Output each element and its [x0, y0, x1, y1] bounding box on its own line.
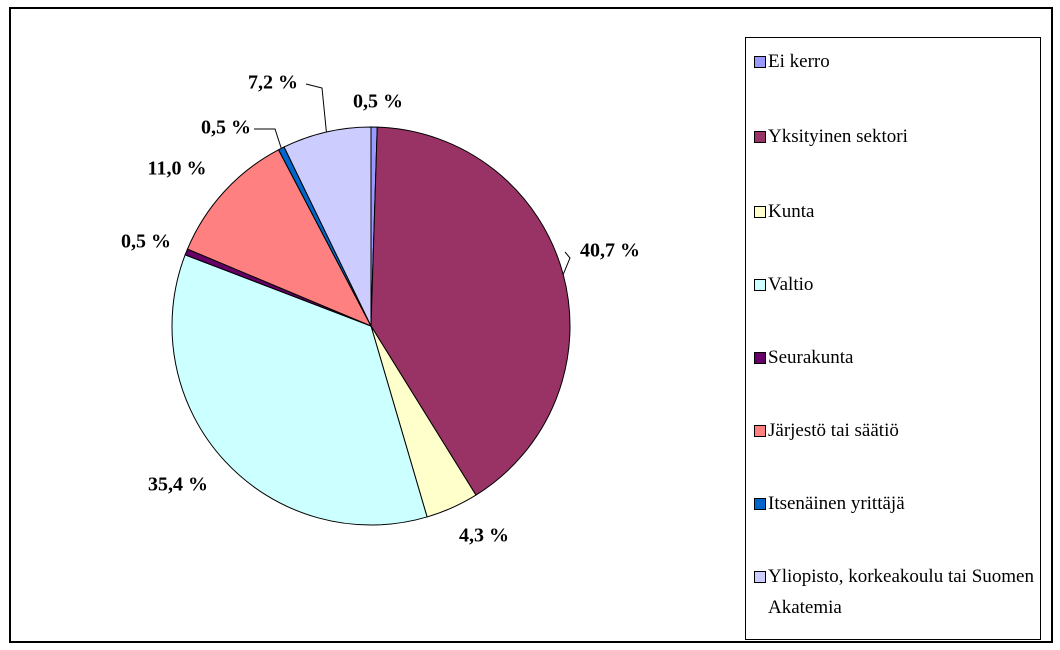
legend-label: Yksityinen sektori — [768, 126, 908, 147]
legend-item: Seurakunta — [754, 342, 1038, 373]
legend-label: Valtio — [768, 274, 814, 295]
data-label: 40,7 % — [580, 240, 640, 262]
legend-label: Yliopisto, korkeakoulu tai Suomen Akatem… — [768, 566, 1034, 618]
legend-item: Valtio — [754, 269, 1038, 300]
legend-swatch — [754, 498, 766, 510]
legend-swatch — [754, 352, 766, 364]
legend-swatch — [754, 206, 766, 218]
legend-item: Yliopisto, korkeakoulu tai Suomen Akatem… — [754, 561, 1038, 623]
legend-swatch — [754, 571, 766, 583]
legend-label: Seurakunta — [768, 347, 854, 368]
data-label: 0,5 % — [121, 231, 171, 253]
legend-item: Itsenäinen yrittäjä — [754, 488, 1038, 519]
pie-slice — [370, 126, 571, 496]
legend: Ei kerro Yksityinen sektori Kunta Valtio Seu… — [745, 37, 1041, 640]
data-label: 35,4 % — [148, 474, 208, 496]
legend-item: Yksityinen sektori — [754, 121, 1038, 152]
pie-slice — [186, 149, 373, 327]
data-label: 7,2 % — [248, 72, 298, 94]
legend-label: Ei kerro — [768, 51, 830, 72]
data-label: 0,5 % — [201, 117, 251, 139]
legend-item: Kunta — [754, 196, 1038, 227]
data-label: 11,0 % — [148, 158, 207, 180]
pie-slice — [171, 254, 428, 526]
legend-item: Ei kerro — [754, 46, 1038, 77]
leader-line — [562, 251, 571, 275]
data-label: 0,5 % — [353, 91, 403, 113]
legend-label: Järjestö tai säätiö — [768, 420, 899, 441]
legend-swatch — [754, 279, 766, 291]
legend-swatch — [754, 131, 766, 143]
chart-border — [9, 7, 1053, 643]
data-label: 4,3 % — [459, 525, 509, 547]
legend-item: Järjestö tai säätiö — [754, 415, 1038, 446]
legend-swatch — [754, 425, 766, 437]
leader-line — [305, 83, 327, 133]
legend-swatch — [754, 56, 766, 68]
legend-label: Itsenäinen yrittäjä — [768, 493, 905, 514]
leader-line — [254, 128, 282, 149]
legend-label: Kunta — [768, 201, 815, 222]
